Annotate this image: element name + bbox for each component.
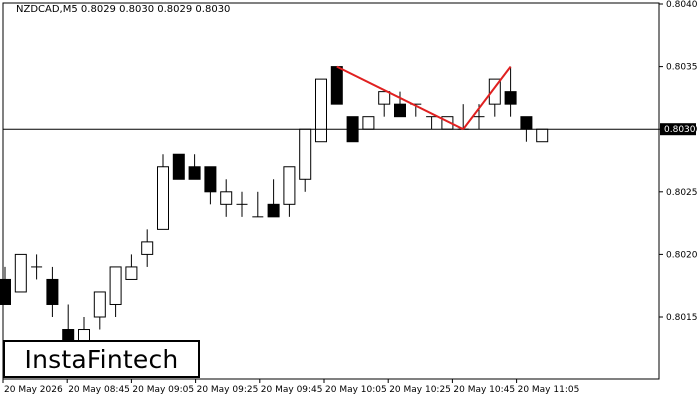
y-tick-label: 0.8020 <box>666 250 698 260</box>
candle-body <box>93 291 106 318</box>
candle <box>188 154 201 180</box>
x-tick-label: 20 May 09:45 <box>261 385 323 395</box>
candle <box>315 78 327 143</box>
candle <box>172 153 185 180</box>
candle-body <box>488 78 501 105</box>
candle <box>394 91 406 118</box>
current-price-badge: 0.8030 <box>660 123 696 136</box>
candle-body <box>125 266 138 280</box>
candle <box>141 229 154 267</box>
candle <box>536 128 549 143</box>
candle-body <box>299 128 312 180</box>
candle-body <box>14 253 27 293</box>
pattern-layer <box>336 65 512 131</box>
pattern-line <box>336 65 464 131</box>
y-tick-label: 0.8015 <box>666 313 698 323</box>
candle-body <box>109 266 122 305</box>
candle <box>504 66 517 117</box>
candle <box>109 266 122 317</box>
y-axis: 0.80400.80350.80300.80250.80200.80150.80… <box>659 0 698 323</box>
candle-body <box>394 103 406 118</box>
candle-body <box>172 153 185 180</box>
candle <box>157 154 169 230</box>
x-tick-label: 20 May 10:25 <box>389 385 451 395</box>
candle-body <box>536 128 549 143</box>
y-tick-label: 0.8025 <box>666 188 698 198</box>
candle-body <box>204 166 217 193</box>
symbol-name: NZDCAD,M5 <box>16 4 78 15</box>
candle-body <box>220 191 233 205</box>
candle-body <box>504 91 517 105</box>
x-tick-label: 20 May 08:45 <box>68 385 130 395</box>
x-tick-label: 20 May 10:45 <box>453 385 515 395</box>
candle <box>488 78 501 117</box>
candle <box>252 191 264 218</box>
current-price-badge-label: 0.8030 <box>664 125 696 135</box>
candle-body <box>378 91 391 105</box>
candle <box>378 91 391 117</box>
pattern-line <box>462 65 512 130</box>
candle-body <box>315 78 327 143</box>
candle-body <box>267 203 280 218</box>
candle <box>267 179 280 218</box>
candle <box>14 253 27 293</box>
candle-body <box>157 166 169 230</box>
candle <box>125 254 138 280</box>
x-axis: 20 May 2026 20 May 08:45 20 May 09:05 20 Ma… <box>2 379 580 395</box>
candle <box>0 266 11 305</box>
plot-area <box>2 2 660 380</box>
symbol-info: NZDCAD,M5 0.8029 0.8030 0.8029 0.8030 <box>16 4 230 15</box>
candle <box>93 291 106 330</box>
candle-body <box>330 66 343 105</box>
candles-layer <box>0 66 549 355</box>
candle <box>220 179 233 217</box>
candle <box>46 266 59 317</box>
candle-body <box>0 278 11 305</box>
y-tick-label: 0.8040 <box>666 0 698 10</box>
candle-body <box>520 116 533 130</box>
candle-body <box>46 278 59 305</box>
ohlc-values: 0.8029 0.8030 0.8029 0.8030 <box>80 4 231 15</box>
candle-body <box>141 241 154 255</box>
candle <box>426 116 438 130</box>
x-tick-label: 20 May 11:05 <box>518 385 580 395</box>
candle <box>330 66 343 105</box>
current-price-badge-bg <box>660 123 696 136</box>
candle <box>204 166 217 205</box>
candle <box>31 254 43 280</box>
x-tick-label: 20 May 2026 <box>4 385 63 395</box>
candle <box>283 166 296 217</box>
candle-body <box>283 166 296 205</box>
candle <box>236 191 248 217</box>
x-tick-label: 20 May 09:05 <box>132 385 194 395</box>
candle-body <box>362 116 375 130</box>
instafintech-logo: InstaFintech <box>3 340 200 378</box>
candle <box>362 116 375 130</box>
x-tick-label: 20 May 09:25 <box>197 385 259 395</box>
x-tick-label: 20 May 10:05 <box>325 385 387 395</box>
y-tick-label: 0.8035 <box>666 63 698 73</box>
candle-body <box>188 166 201 180</box>
